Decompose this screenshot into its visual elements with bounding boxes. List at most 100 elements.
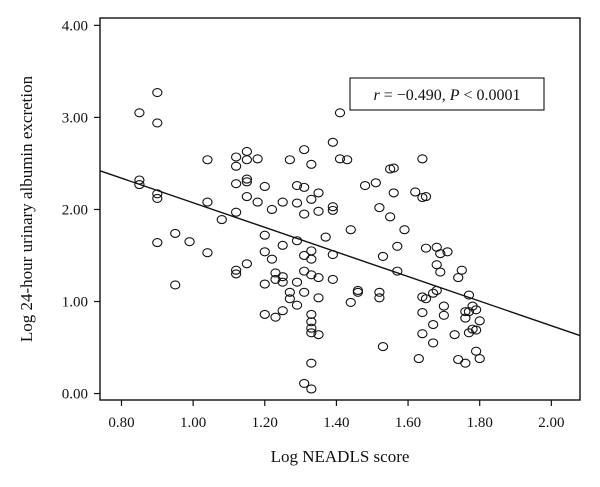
data-point	[359, 180, 371, 191]
data-point	[420, 294, 432, 304]
p-symbol: P	[449, 87, 460, 104]
data-point	[284, 294, 296, 304]
data-point	[202, 248, 213, 258]
data-point	[431, 260, 442, 270]
data-point	[152, 238, 163, 248]
y-tick-label: 3.00	[62, 110, 88, 126]
annotation-box	[349, 77, 545, 111]
data-point	[313, 293, 324, 303]
data-point	[259, 230, 270, 240]
data-point	[327, 202, 338, 212]
data-point	[266, 204, 278, 215]
data-point	[370, 178, 381, 188]
data-point	[291, 180, 303, 191]
data-point	[442, 247, 453, 257]
data-point	[284, 287, 296, 297]
data-point	[427, 288, 439, 298]
data-point	[374, 293, 385, 303]
data-point	[431, 285, 442, 296]
data-point	[313, 188, 324, 198]
r-value: = −0.490,	[380, 87, 450, 104]
data-point	[417, 154, 428, 164]
data-point	[270, 274, 281, 284]
data-point	[320, 232, 331, 242]
points-layer	[134, 88, 485, 394]
data-point	[230, 152, 242, 162]
data-point	[438, 310, 450, 320]
data-point	[388, 163, 399, 173]
data-point	[170, 228, 181, 238]
y-axis-title: Log 24-hour urinary albumin excretion	[17, 75, 36, 342]
data-point	[306, 358, 317, 368]
regression-line	[99, 170, 581, 337]
x-tick-label: 1.60	[395, 415, 421, 431]
data-point	[460, 307, 471, 317]
data-point	[334, 108, 346, 118]
x-axis-title: Log NEADLS score	[271, 447, 410, 466]
regression-layer	[99, 170, 581, 337]
data-point	[327, 250, 338, 260]
data-point	[184, 237, 195, 247]
data-point	[327, 205, 338, 215]
data-point	[277, 272, 288, 282]
data-point	[241, 259, 253, 269]
data-point	[306, 254, 317, 264]
data-point	[299, 378, 310, 388]
y-tick-label: 4.00	[62, 18, 88, 34]
data-point	[392, 266, 403, 276]
data-point	[230, 269, 242, 279]
data-point	[259, 181, 270, 191]
data-point	[334, 154, 346, 164]
data-point	[306, 317, 317, 327]
data-point	[241, 174, 253, 184]
data-point	[252, 154, 263, 164]
data-point	[134, 108, 145, 118]
data-point	[306, 270, 317, 280]
data-point	[299, 145, 310, 155]
data-point	[152, 189, 163, 199]
data-point	[313, 206, 324, 216]
data-point	[463, 290, 475, 300]
data-point	[352, 287, 364, 297]
data-point	[259, 309, 270, 319]
data-point	[299, 209, 310, 219]
data-point	[420, 192, 432, 202]
data-point	[463, 307, 475, 317]
data-point	[277, 197, 288, 207]
data-point	[252, 197, 263, 207]
data-point	[284, 155, 296, 165]
data-point	[306, 323, 317, 333]
data-point	[313, 273, 324, 283]
data-point	[374, 287, 385, 297]
data-point	[327, 274, 338, 284]
data-point	[470, 346, 482, 356]
data-point	[410, 187, 421, 197]
data-point	[460, 358, 471, 368]
data-point	[456, 265, 467, 275]
data-point	[291, 277, 303, 287]
y-axis: 0.00 1.00 2.00 3.00 4.00	[62, 18, 100, 403]
data-point	[152, 88, 163, 98]
data-point	[230, 161, 242, 171]
data-point	[470, 305, 482, 315]
data-point	[388, 188, 399, 198]
data-point	[277, 306, 288, 316]
data-point	[202, 197, 213, 207]
data-point	[377, 251, 389, 261]
data-point	[453, 273, 464, 283]
data-point	[306, 328, 317, 338]
data-point	[277, 240, 288, 250]
data-point	[435, 249, 446, 259]
x-axis: 0.80 1.00 1.20 1.40 1.60 1.80 2.00	[108, 400, 564, 431]
r-symbol: r	[373, 87, 380, 104]
data-point	[474, 354, 485, 364]
y-tick-label: 1.00	[62, 295, 88, 311]
data-point	[345, 297, 356, 307]
data-point	[306, 309, 317, 319]
data-point	[306, 194, 317, 204]
y-tick-label: 0.00	[62, 387, 88, 403]
data-point	[306, 159, 317, 169]
data-point	[420, 243, 432, 253]
data-point	[134, 180, 145, 190]
